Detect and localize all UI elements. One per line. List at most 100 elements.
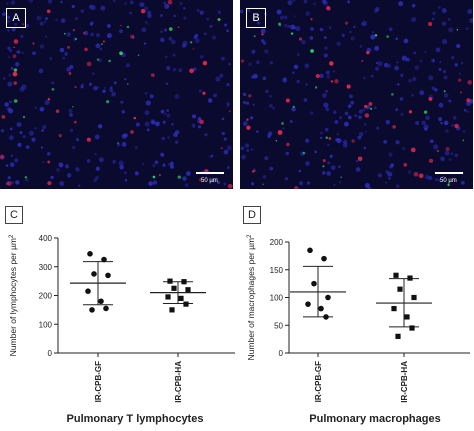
nucleus-dot (121, 142, 127, 147)
nucleus-dot (336, 41, 341, 46)
red-stain-dot (329, 61, 334, 66)
nucleus-dot (10, 67, 14, 70)
nucleus-dot (129, 0, 134, 5)
nucleus-dot (21, 51, 24, 54)
red-stain-dot (361, 59, 364, 62)
nucleus-dot (6, 2, 9, 5)
nucleus-dot (448, 99, 452, 103)
nucleus-dot (242, 92, 247, 97)
red-stain-dot (366, 51, 370, 55)
nucleus-dot (412, 77, 417, 82)
green-stain-dot (325, 136, 328, 139)
data-point (91, 271, 97, 277)
nucleus-dot (441, 8, 447, 14)
nucleus-dot (250, 148, 254, 151)
nucleus-dot (5, 164, 9, 167)
y-tick-label: 400 (39, 234, 53, 243)
nucleus-dot (305, 11, 310, 16)
nucleus-dot (322, 93, 327, 98)
nucleus-dot (285, 151, 289, 156)
data-point (87, 251, 93, 257)
nucleus-dot (323, 102, 329, 108)
data-point (325, 294, 331, 301)
red-stain-dot (202, 91, 206, 95)
data-point (89, 307, 95, 313)
green-stain-dot (391, 93, 394, 96)
nucleus-dot (428, 175, 433, 181)
nucleus-dot (129, 11, 133, 15)
nucleus-dot (248, 62, 252, 66)
nucleus-dot (224, 23, 227, 27)
nucleus-dot (306, 181, 311, 185)
red-stain-dot (12, 71, 18, 77)
nucleus-dot (425, 175, 430, 180)
nucleus-dot (269, 104, 273, 108)
nucleus-dot (330, 165, 336, 171)
nucleus-dot (303, 98, 308, 102)
nucleus-dot (344, 111, 349, 116)
nucleus-dot (100, 5, 106, 11)
red-stain-dot (351, 139, 355, 143)
nucleus-dot (193, 67, 197, 71)
nucleus-dot (325, 89, 329, 93)
nucleus-dot (124, 171, 127, 175)
red-stain-dot (418, 173, 424, 179)
green-stain-dot (447, 183, 450, 186)
nucleus-dot (319, 27, 324, 32)
red-stain-dot (47, 160, 51, 164)
red-stain-dot (228, 110, 231, 113)
nucleus-dot (265, 89, 269, 94)
nucleus-dot (251, 182, 255, 186)
nucleus-dot (242, 121, 248, 127)
nucleus-dot (60, 0, 63, 4)
nucleus-dot (431, 17, 435, 21)
nucleus-dot (293, 26, 296, 29)
red-stain-dot (428, 21, 433, 27)
nucleus-dot (462, 130, 466, 133)
nucleus-dot (4, 102, 9, 107)
red-stain-dot (328, 137, 332, 140)
nucleus-dot (160, 30, 163, 33)
nucleus-dot (411, 17, 417, 23)
nucleus-dot (322, 0, 327, 4)
nucleus-dot (279, 15, 284, 20)
category-label: IR-CPB-HA (174, 361, 183, 403)
nucleus-dot (93, 85, 98, 91)
nucleus-dot (14, 22, 18, 26)
nucleus-dot (93, 178, 98, 183)
nucleus-dot (21, 84, 27, 90)
nucleus-dot (374, 45, 380, 51)
red-stain-dot (13, 81, 17, 85)
red-stain-dot (330, 80, 333, 83)
nucleus-dot (438, 67, 442, 71)
nucleus-dot (52, 81, 55, 84)
nucleus-dot (465, 27, 469, 31)
green-stain-dot (137, 54, 140, 57)
red-stain-dot (454, 123, 459, 129)
nucleus-dot (7, 15, 11, 19)
red-stain-dot (286, 142, 290, 147)
nucleus-dot (257, 21, 261, 25)
nucleus-dot (166, 66, 171, 71)
nucleus-dot (350, 36, 355, 41)
nucleus-dot (333, 110, 337, 114)
nucleus-dot (314, 150, 318, 154)
red-stain-dot (177, 26, 180, 29)
nucleus-dot (181, 43, 187, 48)
red-stain-dot (192, 47, 195, 50)
nucleus-dot (95, 175, 100, 180)
nucleus-dot (310, 111, 314, 115)
nucleus-dot (42, 161, 45, 164)
nucleus-dot (144, 110, 150, 116)
red-stain-dot (326, 5, 331, 11)
nucleus-dot (11, 181, 14, 184)
nucleus-dot (80, 85, 84, 89)
nucleus-dot (39, 106, 45, 112)
green-stain-dot (168, 27, 173, 31)
micrograph-a-texture (0, 0, 233, 189)
category-label: IR-CPB-GF (94, 361, 103, 402)
red-stain-dot (86, 61, 92, 67)
data-point (305, 301, 311, 307)
nucleus-dot (283, 23, 288, 28)
nucleus-dot (160, 152, 165, 157)
